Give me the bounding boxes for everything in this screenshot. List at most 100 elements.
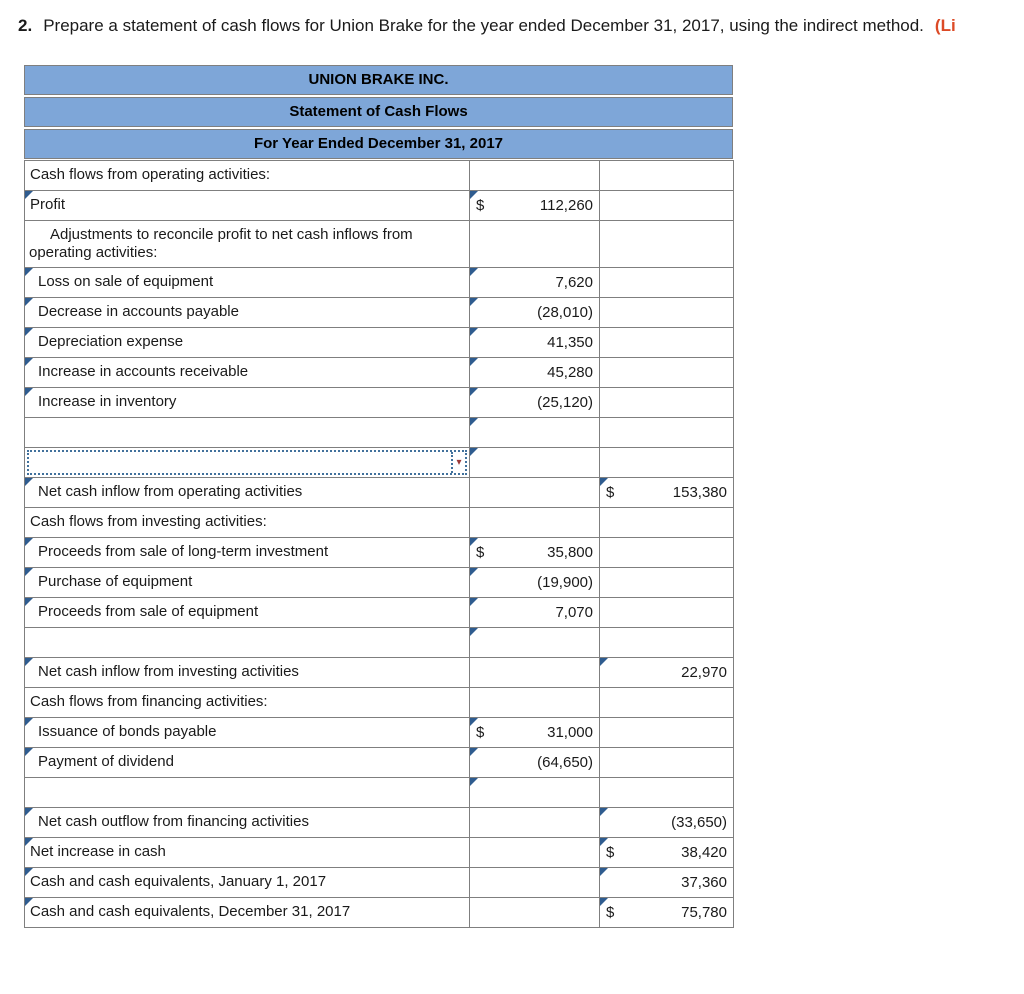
table-row: Adjustments to reconcile profit to net c…: [24, 220, 734, 268]
row-label: Payment of dividend: [38, 753, 174, 771]
amount-cell-col1: [469, 507, 600, 538]
amount-cell-col1[interactable]: (64,650): [469, 747, 600, 778]
amount-cell-col1[interactable]: [469, 447, 600, 478]
amount-cell-col2: [599, 567, 734, 598]
amount-cell-col2: [599, 777, 734, 808]
amount-cell-col1[interactable]: 7,070: [469, 597, 600, 628]
account-label-cell[interactable]: Net increase in cash: [24, 837, 470, 868]
currency-symbol: $: [606, 844, 615, 861]
table-row: Cash and cash equivalents, December 31, …: [24, 897, 734, 928]
amount-cell-col2[interactable]: $75,780: [599, 897, 734, 928]
amount-cell-col1[interactable]: (28,010): [469, 297, 600, 328]
table-row: Cash flows from investing activities:: [24, 507, 734, 538]
account-select-cell[interactable]: ▾: [24, 447, 470, 478]
amount-cell-col2[interactable]: 22,970: [599, 657, 734, 688]
account-label-cell[interactable]: Net cash inflow from operating activitie…: [24, 477, 470, 508]
table-row: Net cash inflow from operating activitie…: [24, 477, 734, 508]
amount-cell-col2: [599, 507, 734, 538]
instruction-hint: (Li: [934, 16, 956, 35]
amount-value: 7,620: [555, 274, 593, 291]
row-label: Net cash outflow from financing activiti…: [38, 813, 309, 831]
amount-cell-col2: [599, 297, 734, 328]
amount-cell-col1[interactable]: 7,620: [469, 267, 600, 298]
amount-cell-col1[interactable]: $31,000: [469, 717, 600, 748]
table-row: [24, 627, 734, 658]
row-label: Adjustments to reconcile profit to net c…: [29, 225, 413, 261]
amount-cell-col2: [599, 327, 734, 358]
account-label-cell[interactable]: Cash and cash equivalents, January 1, 20…: [24, 867, 470, 898]
account-label-cell[interactable]: Proceeds from sale of equipment: [24, 597, 470, 628]
amount-content: (19,900): [470, 568, 599, 597]
account-label-cell[interactable]: Loss on sale of equipment: [24, 267, 470, 298]
amount-content: (33,650): [600, 808, 733, 837]
row-label: Decrease in accounts payable: [38, 303, 239, 321]
row-label: Proceeds from sale of equipment: [38, 603, 259, 621]
account-label-cell[interactable]: Net cash outflow from financing activiti…: [24, 807, 470, 838]
row-label: Proceeds from sale of long-term investme…: [38, 543, 329, 561]
row-label: Net cash inflow from operating activitie…: [38, 483, 303, 501]
amount-cell-col2[interactable]: $153,380: [599, 477, 734, 508]
table-row: Depreciation expense 41,350: [24, 327, 734, 358]
account-label-cell[interactable]: Payment of dividend: [24, 747, 470, 778]
row-label: Cash flows from operating activities:: [30, 166, 271, 184]
amount-cell-col1: [469, 160, 600, 191]
amount-cell-col2: [599, 220, 734, 268]
amount-cell-col2: [599, 417, 734, 448]
account-label-cell[interactable]: Decrease in accounts payable: [24, 297, 470, 328]
instruction-number: 2.: [18, 16, 33, 35]
amount-cell-col1[interactable]: $112,260: [469, 190, 600, 221]
cashflow-table-body: Cash flows from operating activities: Pro…: [24, 160, 734, 928]
amount-value: 45,280: [547, 364, 593, 381]
amount-cell-col1[interactable]: $35,800: [469, 537, 600, 568]
amount-cell-col1[interactable]: 45,280: [469, 357, 600, 388]
table-row: Issuance of bonds payable $31,000: [24, 717, 734, 748]
table-row: [24, 417, 734, 448]
amount-cell-col2: [599, 447, 734, 478]
row-label: Purchase of equipment: [38, 573, 193, 591]
amount-value: 41,350: [547, 334, 593, 351]
currency-symbol: $: [606, 484, 615, 501]
amount-cell-col1[interactable]: 41,350: [469, 327, 600, 358]
account-label-cell[interactable]: Cash and cash equivalents, December 31, …: [24, 897, 470, 928]
amount-cell-col1[interactable]: [469, 777, 600, 808]
row-label: Net increase in cash: [30, 843, 166, 861]
amount-cell-col2[interactable]: $38,420: [599, 837, 734, 868]
account-label-cell[interactable]: Increase in inventory: [24, 387, 470, 418]
dropdown-arrow-icon[interactable]: ▾: [451, 452, 465, 473]
static-label-cell: [24, 417, 470, 448]
amount-cell-col2: [599, 190, 734, 221]
account-label-cell[interactable]: Net cash inflow from investing activitie…: [24, 657, 470, 688]
account-label-cell[interactable]: Increase in accounts receivable: [24, 357, 470, 388]
table-header: UNION BRAKE INC. Statement of Cash Flows F…: [24, 65, 733, 159]
currency-symbol: $: [476, 724, 485, 741]
table-row: Proceeds from sale of equipment 7,070: [24, 597, 734, 628]
row-label: Net cash inflow from investing activitie…: [38, 663, 299, 681]
amount-cell-col2[interactable]: 37,360: [599, 867, 734, 898]
row-label: Cash and cash equivalents, January 1, 20…: [30, 873, 327, 891]
currency-symbol: $: [476, 197, 485, 214]
static-label-cell: Adjustments to reconcile profit to net c…: [24, 220, 470, 268]
amount-cell-col1: [469, 867, 600, 898]
amount-cell-col1[interactable]: (25,120): [469, 387, 600, 418]
account-label-cell[interactable]: Depreciation expense: [24, 327, 470, 358]
table-row: ▾: [24, 447, 734, 478]
amount-content: $75,780: [600, 898, 733, 927]
static-label-cell: [24, 777, 470, 808]
row-label: Cash and cash equivalents, December 31, …: [30, 903, 351, 921]
table-row: Proceeds from sale of long-term investme…: [24, 537, 734, 568]
amount-cell-col2: [599, 387, 734, 418]
amount-content: $31,000: [470, 718, 599, 747]
static-label-cell: Cash flows from operating activities:: [24, 160, 470, 191]
account-label-cell[interactable]: Purchase of equipment: [24, 567, 470, 598]
table-title-line: Statement of Cash Flows: [24, 97, 733, 127]
instruction-text: Prepare a statement of cash flows for Un…: [43, 16, 924, 35]
account-label-cell[interactable]: Issuance of bonds payable: [24, 717, 470, 748]
amount-cell-col1[interactable]: (19,900): [469, 567, 600, 598]
amount-cell-col1: [469, 837, 600, 868]
amount-content: (25,120): [470, 388, 599, 417]
account-label-cell[interactable]: Profit: [24, 190, 470, 221]
amount-cell-col1[interactable]: [469, 417, 600, 448]
account-label-cell[interactable]: Proceeds from sale of long-term investme…: [24, 537, 470, 568]
amount-cell-col2[interactable]: (33,650): [599, 807, 734, 838]
amount-cell-col1[interactable]: [469, 627, 600, 658]
